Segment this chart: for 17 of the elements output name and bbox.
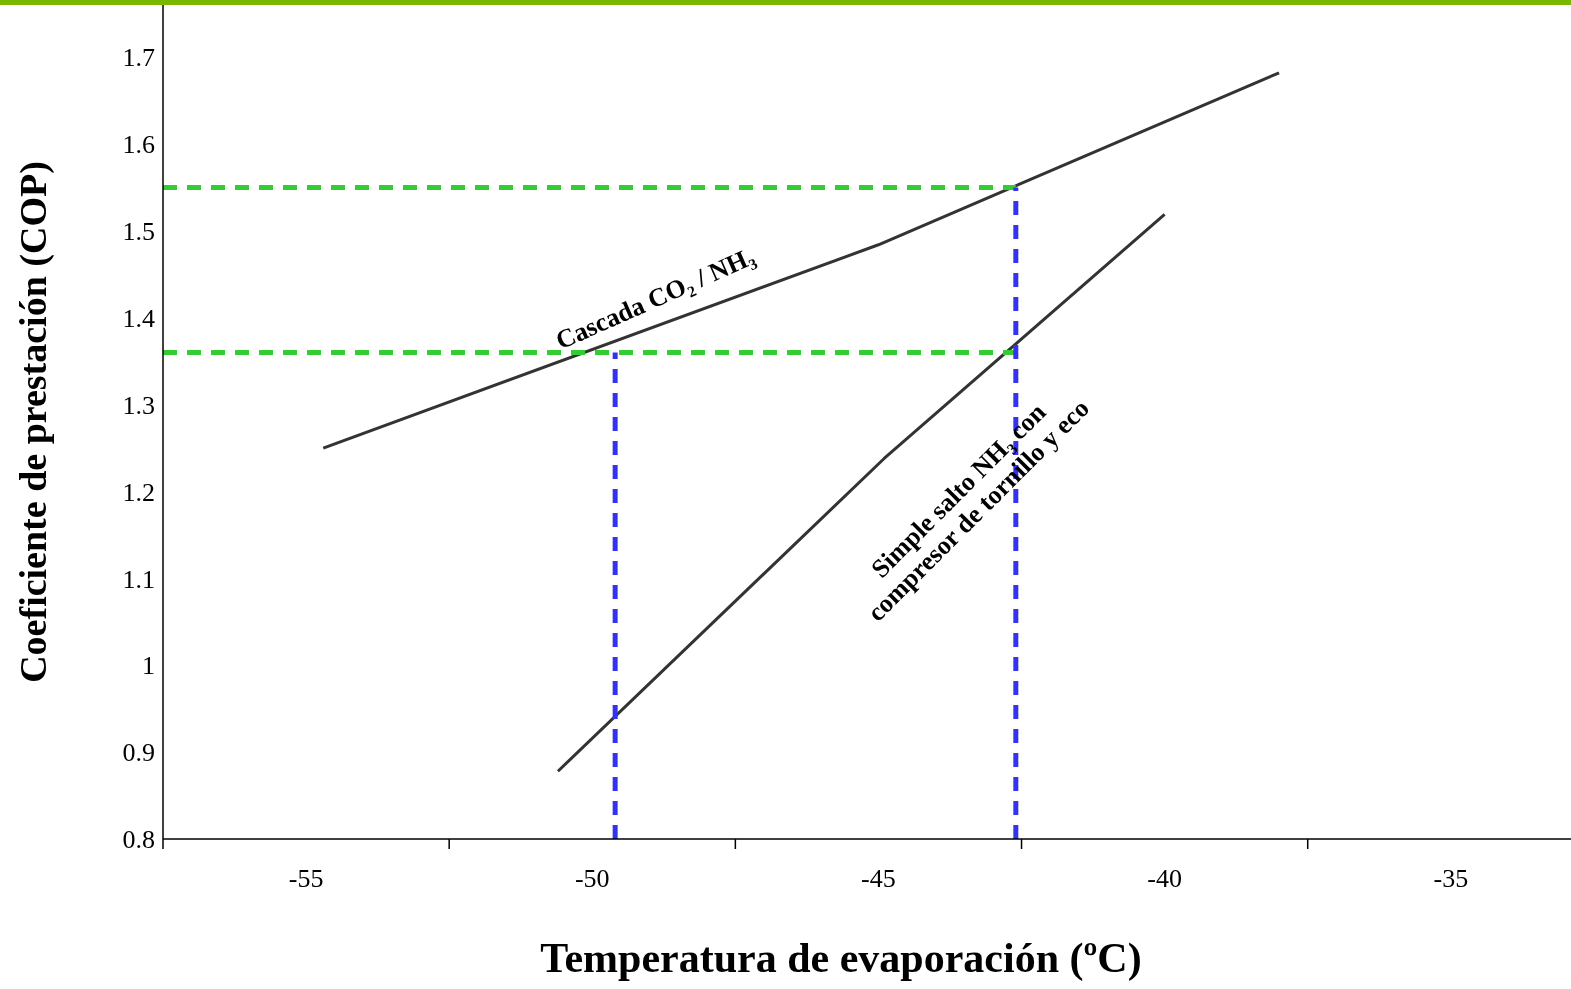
- y-tick-label: 1: [142, 651, 155, 681]
- y-tick-label: 1.7: [122, 43, 155, 73]
- x-tick-label: -55: [288, 864, 324, 893]
- x-axis-title: Temperatura de evaporación (ºC): [540, 935, 1142, 982]
- y-tick-label: 0.8: [122, 825, 155, 855]
- y-tick-label: 1.2: [122, 477, 155, 507]
- y-tick-label: 1.1: [122, 564, 155, 594]
- x-tick-label: -50: [574, 864, 610, 893]
- y-tick-label: 1.4: [122, 303, 155, 333]
- y-tick-label: 1.5: [122, 217, 155, 247]
- y-axis-title: Coeficiente de prestación (COP): [12, 161, 55, 683]
- x-tick-label: -35: [1433, 864, 1469, 893]
- y-tick-label: 1.3: [122, 390, 155, 420]
- x-tick-label: -45: [861, 864, 896, 893]
- y-tick-label: 1.6: [122, 130, 155, 160]
- y-tick-label: 0.9: [122, 738, 155, 768]
- x-tick-label: -40: [1147, 864, 1182, 893]
